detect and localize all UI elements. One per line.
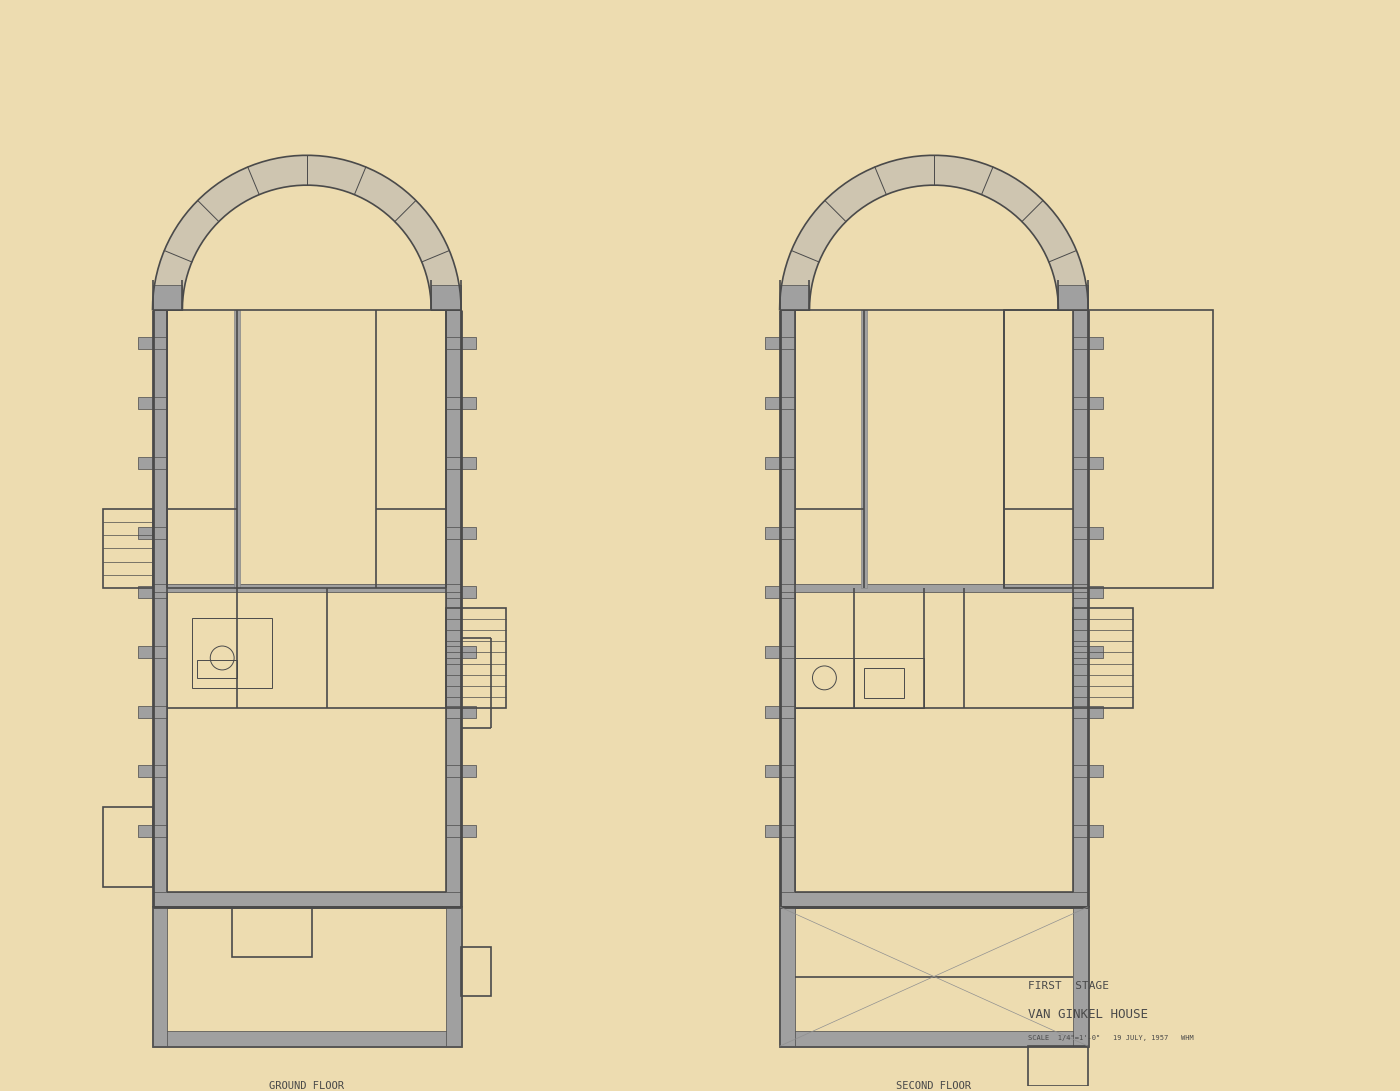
Bar [153, 1031, 461, 1046]
Bar [447, 766, 476, 778]
Bar [764, 337, 795, 349]
Bar [1074, 457, 1103, 469]
Bar [137, 646, 168, 658]
Bar [197, 660, 237, 678]
Bar [795, 658, 854, 708]
Bar [102, 508, 153, 588]
Bar [447, 527, 476, 539]
Text: SECOND FLOOR: SECOND FLOOR [896, 1081, 972, 1091]
Bar [764, 766, 795, 778]
Bar [137, 586, 168, 598]
Bar [780, 285, 809, 310]
Text: GROUND FLOOR: GROUND FLOOR [269, 1081, 344, 1091]
Bar [780, 907, 1088, 1046]
Bar [764, 586, 795, 598]
Text: FIRST  STAGE: FIRST STAGE [1029, 982, 1109, 992]
Bar [864, 668, 904, 698]
Bar [1074, 527, 1103, 539]
Bar [764, 527, 795, 539]
Bar [447, 646, 476, 658]
Bar [764, 646, 795, 658]
Bar [153, 585, 461, 592]
Bar [780, 1031, 1088, 1046]
Bar [1074, 586, 1103, 598]
Bar [764, 397, 795, 409]
Bar [153, 285, 182, 310]
Bar [764, 706, 795, 718]
Text: VAN GINKEL HOUSE: VAN GINKEL HOUSE [1029, 1008, 1148, 1021]
Bar [137, 457, 168, 469]
Bar [461, 947, 491, 996]
Bar [1074, 825, 1103, 837]
Text: SCALE  1/4"=1'-0"   19 JULY, 1957   WHM: SCALE 1/4"=1'-0" 19 JULY, 1957 WHM [1029, 1035, 1194, 1041]
Bar [447, 706, 476, 718]
Polygon shape [780, 155, 1088, 310]
Bar [1074, 907, 1088, 1046]
Bar [447, 457, 476, 469]
Bar [861, 310, 867, 588]
Bar [431, 285, 461, 310]
Bar [780, 907, 795, 1046]
Bar [153, 907, 461, 1046]
Bar [192, 619, 272, 687]
Bar [102, 807, 153, 887]
Bar [764, 457, 795, 469]
Bar [1074, 397, 1103, 409]
Bar [137, 825, 168, 837]
Bar [1004, 310, 1212, 588]
Bar [447, 608, 505, 708]
Bar [1029, 1046, 1088, 1086]
Bar [137, 397, 168, 409]
Bar [780, 310, 795, 907]
Bar [447, 586, 476, 598]
Bar [232, 907, 312, 957]
Bar [854, 658, 924, 708]
Bar [764, 825, 795, 837]
Bar [780, 585, 1088, 592]
Bar [137, 527, 168, 539]
Bar [1074, 608, 1133, 708]
Bar [1074, 706, 1103, 718]
Bar [447, 825, 476, 837]
Bar [447, 397, 476, 409]
Bar [234, 310, 241, 588]
Bar [1058, 285, 1088, 310]
Bar [1074, 646, 1103, 658]
Bar [1074, 766, 1103, 778]
Bar [1074, 337, 1103, 349]
Bar [1074, 310, 1088, 907]
Bar [780, 892, 1088, 907]
Bar [447, 310, 461, 907]
Bar [153, 310, 168, 907]
Bar [153, 892, 461, 907]
Bar [447, 337, 476, 349]
Polygon shape [153, 155, 461, 310]
Bar [137, 706, 168, 718]
Bar [137, 337, 168, 349]
Bar [153, 907, 168, 1046]
Bar [137, 766, 168, 778]
Bar [447, 907, 461, 1046]
